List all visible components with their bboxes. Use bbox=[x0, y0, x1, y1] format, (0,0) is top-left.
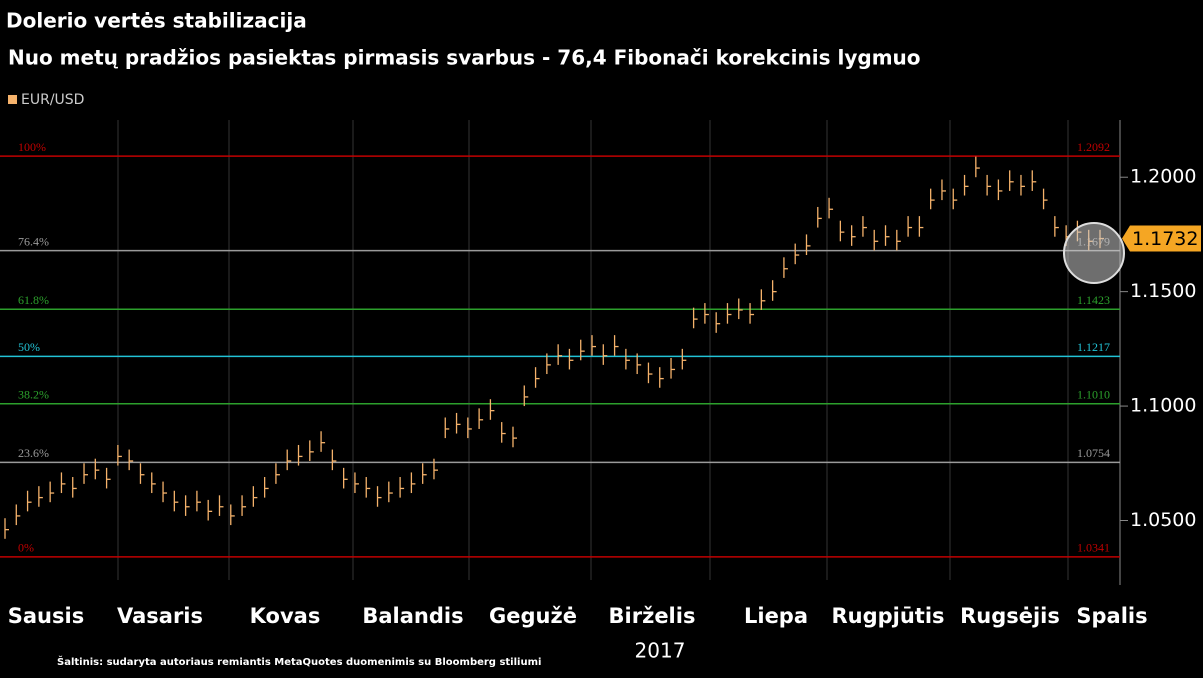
legend-label: EUR/USD bbox=[21, 92, 84, 108]
fib-level-label: 23.6% bbox=[18, 446, 49, 460]
x-tick-label: Liepa bbox=[744, 604, 808, 628]
fib-level-label: 61.8% bbox=[18, 293, 49, 307]
fib-value-label: 1.2092 bbox=[1077, 140, 1110, 154]
fib-value-label: 1.1423 bbox=[1077, 293, 1110, 307]
chart-subtitle: Nuo metų pradžios pasiektas pirmasis sva… bbox=[8, 46, 921, 70]
x-axis-title: 2017 bbox=[635, 639, 686, 663]
x-tick-label: Balandis bbox=[362, 604, 463, 628]
x-tick-label: Rugsėjis bbox=[960, 604, 1060, 628]
y-tick-label: 1.1500 bbox=[1130, 280, 1196, 302]
fib-level-label: 0% bbox=[18, 541, 34, 555]
x-tick-label: Kovas bbox=[250, 604, 321, 628]
x-tick-label: Gegužė bbox=[489, 604, 577, 628]
y-tick-label: 1.2000 bbox=[1130, 166, 1196, 188]
fib-value-label: 1.1010 bbox=[1077, 388, 1110, 402]
y-tick-label: 1.1000 bbox=[1130, 395, 1196, 417]
source-note: Šaltinis: sudaryta autoriaus remiantis M… bbox=[57, 655, 541, 668]
x-tick-label: Sausis bbox=[8, 604, 84, 628]
fib-value-label: 1.0341 bbox=[1077, 541, 1110, 555]
x-tick-label: Vasaris bbox=[117, 604, 203, 628]
last-price-label: 1.1732 bbox=[1132, 228, 1198, 250]
fib-value-label: 1.1217 bbox=[1077, 340, 1110, 354]
fib-level-label: 76.4% bbox=[18, 234, 49, 248]
legend-swatch bbox=[8, 95, 17, 104]
fib-level-label: 100% bbox=[18, 140, 46, 154]
highlight-circle bbox=[1063, 222, 1125, 284]
chart-title: Dolerio vertės stabilizacija bbox=[6, 9, 307, 33]
y-tick-label: 1.0500 bbox=[1130, 509, 1196, 531]
fib-value-label: 1.0754 bbox=[1077, 446, 1110, 460]
fib-level-label: 38.2% bbox=[18, 388, 49, 402]
last-price-tag bbox=[1122, 225, 1201, 252]
x-tick-label: Rugpjūtis bbox=[831, 604, 944, 628]
x-tick-label: Spalis bbox=[1076, 604, 1147, 628]
fib-level-label: 50% bbox=[18, 340, 40, 354]
x-tick-label: Birželis bbox=[609, 604, 696, 628]
